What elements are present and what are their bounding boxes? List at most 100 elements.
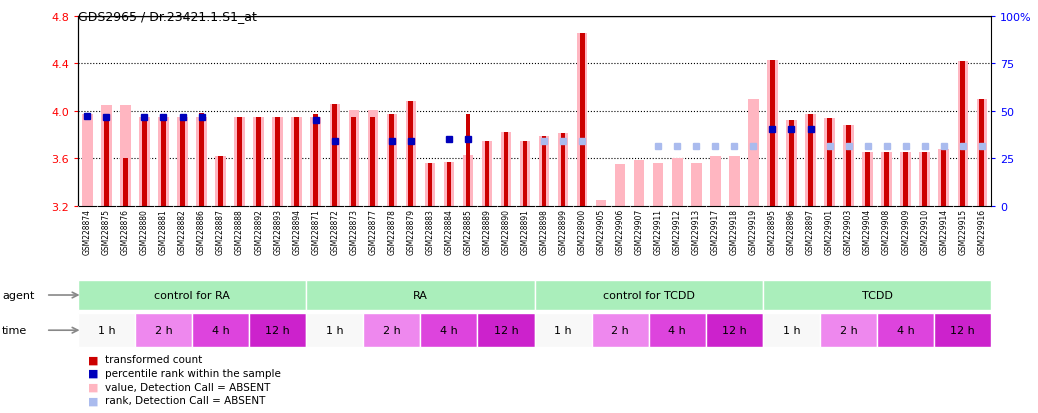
- Bar: [535, 280, 763, 310]
- Bar: [192, 314, 249, 347]
- Bar: [866, 153, 870, 206]
- Bar: [920, 153, 930, 206]
- Bar: [634, 160, 645, 206]
- Text: GSM228879: GSM228879: [406, 209, 415, 254]
- Bar: [691, 164, 702, 206]
- Bar: [181, 117, 185, 206]
- Bar: [900, 153, 911, 206]
- Bar: [557, 134, 569, 206]
- Text: RA: RA: [413, 290, 428, 300]
- Text: GSM228880: GSM228880: [140, 209, 149, 254]
- Bar: [729, 157, 740, 206]
- Bar: [957, 62, 968, 206]
- Bar: [706, 314, 763, 347]
- Bar: [523, 141, 527, 206]
- Text: GSM229909: GSM229909: [901, 209, 910, 255]
- Text: GSM229907: GSM229907: [634, 209, 644, 255]
- Text: GSM228888: GSM228888: [235, 209, 244, 254]
- Bar: [425, 164, 435, 206]
- Bar: [306, 314, 363, 347]
- Bar: [824, 119, 835, 206]
- Text: GSM228889: GSM228889: [483, 209, 492, 254]
- Text: GSM228885: GSM228885: [463, 209, 472, 254]
- Text: agent: agent: [2, 290, 34, 300]
- Bar: [903, 153, 908, 206]
- Text: 4 h: 4 h: [897, 325, 914, 335]
- Text: GSM229910: GSM229910: [920, 209, 929, 255]
- Text: 2 h: 2 h: [383, 325, 401, 335]
- Text: GSM228875: GSM228875: [102, 209, 111, 254]
- Text: GSM228890: GSM228890: [501, 209, 511, 254]
- Text: time: time: [2, 325, 27, 335]
- Text: 2 h: 2 h: [155, 325, 172, 335]
- Bar: [767, 60, 777, 206]
- Text: GSM228872: GSM228872: [330, 209, 339, 254]
- Bar: [215, 157, 226, 206]
- Bar: [672, 159, 683, 206]
- Text: TCDD: TCDD: [862, 290, 893, 300]
- Text: control for TCDD: control for TCDD: [603, 290, 694, 300]
- Bar: [101, 106, 112, 206]
- Text: ■: ■: [88, 395, 99, 405]
- Bar: [177, 117, 188, 206]
- Bar: [332, 104, 337, 206]
- Bar: [463, 155, 473, 206]
- Bar: [104, 116, 109, 206]
- Text: transformed count: transformed count: [105, 354, 202, 364]
- Bar: [310, 117, 321, 206]
- Text: GSM229905: GSM229905: [597, 209, 606, 255]
- Text: 12 h: 12 h: [722, 325, 746, 335]
- Bar: [78, 314, 135, 347]
- Text: GSM228884: GSM228884: [444, 209, 454, 254]
- Bar: [649, 314, 706, 347]
- Text: control for RA: control for RA: [154, 290, 230, 300]
- Bar: [592, 314, 649, 347]
- Bar: [235, 117, 245, 206]
- Text: 1 h: 1 h: [554, 325, 572, 335]
- Bar: [352, 117, 356, 206]
- Text: GDS2965 / Dr.23421.1.S1_at: GDS2965 / Dr.23421.1.S1_at: [78, 10, 256, 23]
- Text: GSM229911: GSM229911: [654, 209, 663, 254]
- Bar: [135, 314, 192, 347]
- Bar: [295, 117, 299, 206]
- Text: GSM229904: GSM229904: [863, 209, 872, 255]
- Bar: [535, 314, 592, 347]
- Bar: [805, 115, 816, 206]
- Text: GSM228887: GSM228887: [216, 209, 225, 254]
- Bar: [863, 153, 873, 206]
- Text: 12 h: 12 h: [266, 325, 290, 335]
- Bar: [539, 136, 549, 206]
- Bar: [443, 163, 455, 206]
- Text: GSM229918: GSM229918: [730, 209, 739, 254]
- Bar: [139, 117, 149, 206]
- Bar: [363, 314, 420, 347]
- Text: 2 h: 2 h: [611, 325, 629, 335]
- Bar: [934, 314, 991, 347]
- Text: GSM229903: GSM229903: [844, 209, 853, 255]
- Bar: [542, 136, 546, 206]
- Bar: [158, 117, 169, 206]
- Bar: [446, 163, 452, 206]
- Text: GSM228891: GSM228891: [520, 209, 529, 254]
- Bar: [349, 110, 359, 206]
- Bar: [977, 100, 987, 206]
- Bar: [748, 100, 759, 206]
- Bar: [820, 314, 877, 347]
- Text: GSM229916: GSM229916: [977, 209, 986, 255]
- Bar: [877, 314, 934, 347]
- Bar: [78, 280, 306, 310]
- Bar: [477, 314, 535, 347]
- Text: GSM228895: GSM228895: [768, 209, 777, 254]
- Text: GSM229901: GSM229901: [825, 209, 835, 255]
- Bar: [420, 314, 477, 347]
- Text: GSM229908: GSM229908: [882, 209, 892, 255]
- Bar: [846, 126, 851, 206]
- Bar: [142, 117, 146, 206]
- Text: GSM228874: GSM228874: [83, 209, 92, 254]
- Bar: [786, 121, 797, 206]
- Text: GSM228873: GSM228873: [349, 209, 358, 254]
- Bar: [196, 117, 207, 206]
- Text: 12 h: 12 h: [494, 325, 518, 335]
- Bar: [843, 126, 854, 206]
- Text: GSM228893: GSM228893: [273, 209, 282, 254]
